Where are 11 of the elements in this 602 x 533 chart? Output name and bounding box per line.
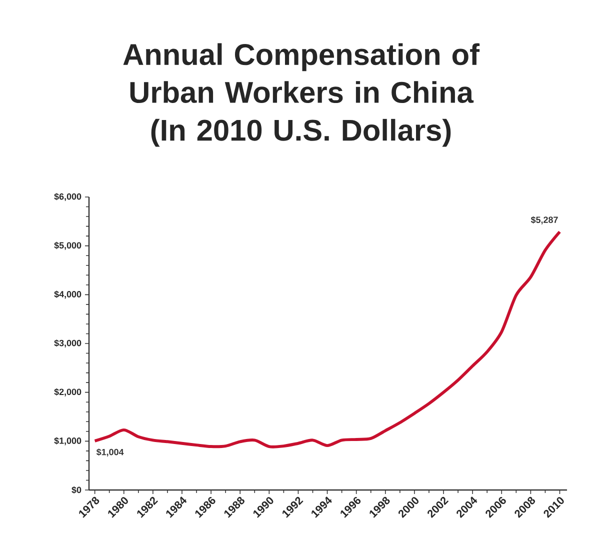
chart-title: Annual Compensation of Urban Workers in China (In 2010 U.S. Dollars) <box>123 43 480 147</box>
annotation: $1,004 <box>96 448 124 457</box>
y-tick-label: $2,000 <box>54 388 82 396</box>
annotation: $5,287 <box>530 216 558 224</box>
y-tick-label: $6,000 <box>54 192 82 202</box>
y-tick-label: $5,000 <box>54 242 82 250</box>
y-tick-label: $3,000 <box>54 339 82 348</box>
line-series <box>93 230 562 448</box>
y-tick-label: $0 <box>72 486 82 494</box>
y-tick-label: $4,000 <box>54 290 82 299</box>
y-tick-label: $1,000 <box>54 437 82 446</box>
